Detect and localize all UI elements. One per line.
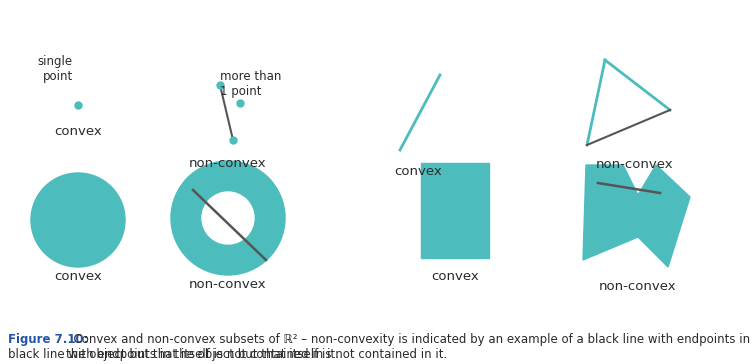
- Text: convex: convex: [54, 270, 102, 283]
- Circle shape: [171, 161, 285, 275]
- Text: black line with endpoints in the object but that itself is not contained in it.: black line with endpoints in the object …: [8, 348, 447, 361]
- Text: more than
1 point: more than 1 point: [220, 70, 282, 98]
- Text: non-convex: non-convex: [596, 158, 674, 171]
- Circle shape: [202, 192, 254, 244]
- Text: non-convex: non-convex: [599, 280, 677, 293]
- Text: non-convex: non-convex: [189, 278, 267, 291]
- Text: convex: convex: [394, 165, 442, 178]
- Text: non-convex: non-convex: [189, 157, 267, 170]
- Circle shape: [31, 173, 125, 267]
- Text: convex: convex: [54, 125, 102, 138]
- Bar: [421, 162, 489, 257]
- Polygon shape: [583, 165, 690, 267]
- Text: single
point: single point: [38, 55, 73, 83]
- Text: convex: convex: [431, 269, 479, 282]
- Text: Convex and non-convex subsets of ℝ² – non-convexity is indicated by an example o: Convex and non-convex subsets of ℝ² – no…: [66, 333, 750, 361]
- Text: Figure 7.10:: Figure 7.10:: [8, 333, 89, 346]
